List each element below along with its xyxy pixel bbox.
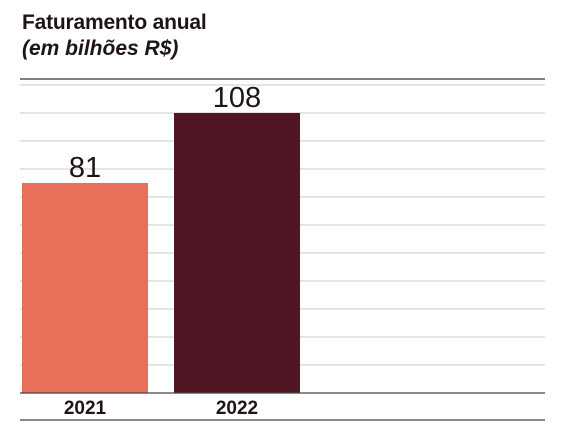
bar-2021	[22, 183, 148, 393]
bars	[22, 113, 300, 393]
chart-subtitle: (em bilhões R$)	[22, 37, 179, 60]
x-tick-label-2021: 2021	[64, 398, 107, 419]
value-label-2022: 108	[213, 82, 261, 114]
bar-2022	[174, 113, 300, 393]
x-tick-label-2022: 2022	[216, 398, 258, 419]
value-labels: 81 108	[69, 82, 261, 184]
chart-title: Faturamento anual	[22, 11, 207, 34]
value-label-2021: 81	[69, 152, 101, 184]
x-tick-labels: 2021 2022	[64, 398, 258, 419]
